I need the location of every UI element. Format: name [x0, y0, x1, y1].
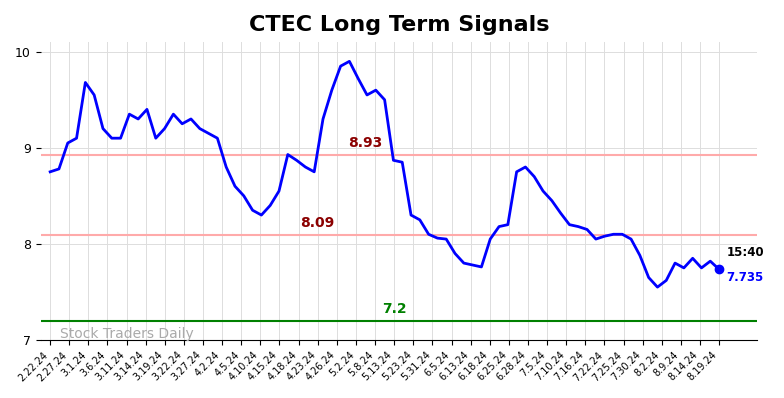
Text: 8.09: 8.09	[300, 217, 335, 230]
Title: CTEC Long Term Signals: CTEC Long Term Signals	[249, 15, 550, 35]
Text: 7.2: 7.2	[382, 302, 406, 316]
Text: 7.735: 7.735	[727, 271, 764, 283]
Text: Stock Traders Daily: Stock Traders Daily	[60, 326, 194, 341]
Text: 8.93: 8.93	[348, 136, 383, 150]
Text: 15:40: 15:40	[727, 246, 764, 259]
